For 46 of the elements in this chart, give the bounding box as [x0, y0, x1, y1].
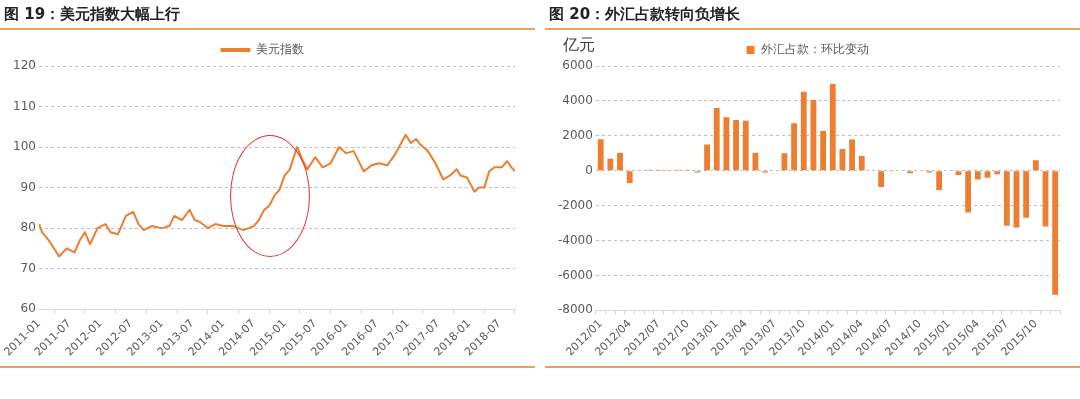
y-tick-label: -2000: [557, 197, 593, 212]
y-tick-label: 0: [585, 162, 593, 177]
bar: [1052, 171, 1059, 295]
bar: [626, 171, 633, 183]
bar: [742, 120, 749, 171]
bar: [597, 139, 604, 171]
bar: [878, 171, 885, 187]
y-tick-label: -8000: [557, 302, 593, 317]
y-tick-label: -6000: [557, 267, 593, 282]
bar: [733, 120, 739, 171]
bar: [955, 171, 962, 176]
chart-title: 图 19：美元指数大幅上行: [3, 4, 182, 25]
bar: [713, 107, 720, 171]
legend-label: 美元指数: [255, 42, 304, 57]
y-tick-label: 120: [13, 58, 36, 73]
y-tick-label: -4000: [557, 232, 593, 247]
chart-title: 图 20：外汇占款转向负增长: [548, 4, 742, 25]
bar: [1023, 171, 1030, 218]
bar: [936, 171, 943, 190]
bar: [974, 171, 981, 180]
legend-label: 外汇占款：环比变动: [760, 42, 869, 57]
bar: [617, 152, 623, 171]
bar: [994, 171, 1001, 175]
bar: [791, 123, 797, 171]
y-tick-label: 60: [20, 301, 36, 316]
bar: [800, 91, 807, 171]
bar: [820, 131, 826, 171]
bar: [1032, 160, 1039, 171]
bar: [965, 171, 972, 213]
bar: [849, 139, 856, 171]
bar: [704, 144, 710, 171]
y-tick-label: 4000: [562, 93, 593, 108]
y-tick-label: 100: [13, 139, 36, 154]
bar: [1003, 171, 1010, 226]
y-tick-label: 70: [20, 260, 36, 275]
bar: [858, 155, 865, 171]
bar: [829, 83, 836, 171]
bar: [984, 171, 991, 178]
y-tick-label: 2000: [562, 127, 593, 142]
bar: [907, 171, 914, 174]
y-tick-label: 6000: [562, 58, 593, 73]
y-tick-label: 110: [13, 98, 36, 113]
y-tick-label: 90: [20, 179, 36, 194]
y-axis-title: 亿元: [562, 35, 595, 55]
bar: [607, 158, 614, 171]
y-tick-label: 80: [20, 220, 36, 235]
